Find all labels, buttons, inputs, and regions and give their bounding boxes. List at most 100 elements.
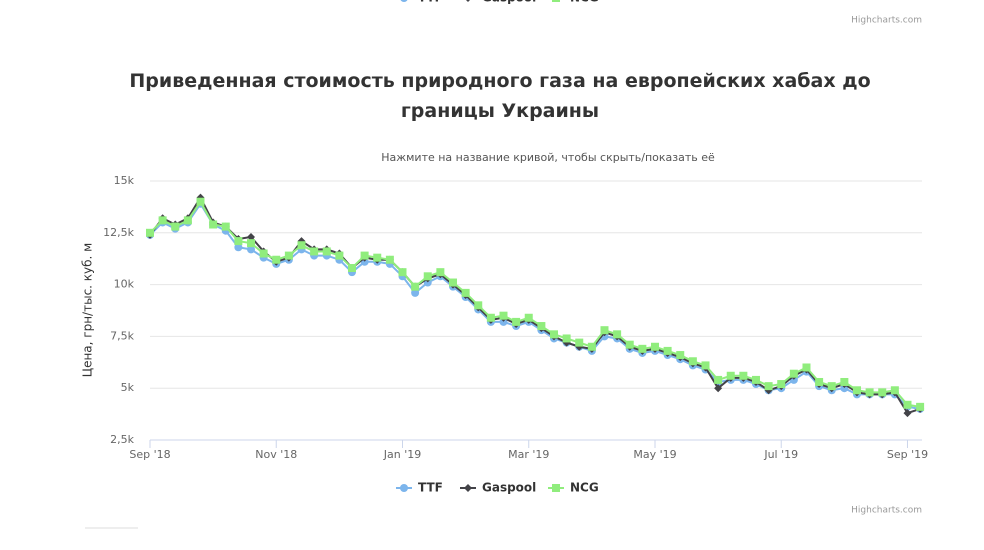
marker [209,220,218,229]
credits-top: Highcharts.com [851,16,922,26]
marker [878,388,887,397]
marker [448,278,457,287]
marker [865,388,874,397]
x-tick-label: Sep '18 [129,448,170,461]
marker [537,322,546,331]
marker [650,342,659,351]
marker [840,377,849,386]
marker [171,222,180,231]
marker [701,361,710,370]
marker [499,311,508,320]
marker [246,239,255,248]
marker [575,338,584,347]
marker [613,330,622,339]
marker [411,288,420,297]
legend-top-symbol [552,0,560,2]
marker [360,251,369,260]
series-line [149,201,921,410]
marker [676,351,685,360]
marker [246,245,255,254]
marker [297,241,306,250]
legend-top-item[interactable]: NCG [570,0,599,5]
marker [284,251,293,260]
chart-subtitle: Нажмите на название кривой, чтобы скрыть… [381,151,715,164]
y-tick-label: 10k [114,278,135,291]
marker [221,222,230,231]
marker [246,232,255,241]
marker [373,253,382,262]
legend-symbol [552,484,560,492]
y-axis-label: Цена, грн/тыс. куб. м [81,243,95,377]
marker [385,255,394,264]
marker [411,282,420,291]
marker [310,247,319,256]
marker [827,382,836,391]
marker [146,228,154,237]
legend-top-item[interactable]: Gaspool [482,0,536,5]
marker [714,375,723,384]
marker [474,301,483,310]
x-tick-label: Jan '19 [383,448,421,461]
marker [688,357,697,366]
marker [499,317,508,326]
y-tick-label: 15k [114,174,135,187]
x-tick-label: Sep '19 [887,448,928,461]
marker [726,371,735,380]
y-tick-label: 5k [121,381,135,394]
marker [852,386,861,395]
marker [272,255,281,264]
marker [524,313,533,322]
marker [158,216,167,225]
legend-symbol [464,484,472,492]
marker [815,377,824,386]
marker [322,247,331,256]
marker [600,326,609,335]
marker [802,363,811,372]
series-line [149,195,921,415]
y-tick-label: 12,5k [103,226,134,239]
marker [777,380,786,389]
legend-symbol [400,484,408,492]
marker [587,342,596,351]
marker [562,334,571,343]
x-tick-label: Mar '19 [508,448,549,461]
marker [234,237,243,246]
marker [903,400,912,409]
marker [512,317,521,326]
marker [739,371,748,380]
marker [423,272,432,281]
legend-item[interactable]: Gaspool [482,481,536,495]
marker [436,268,445,277]
marker [234,243,243,252]
marker [461,288,470,297]
marker [398,268,407,277]
marker [751,375,760,384]
legend-item[interactable]: TTF [418,481,443,495]
marker [625,340,634,349]
marker [916,402,925,411]
chart-title: Приведенная стоимость природного газа на… [129,70,871,122]
marker [486,313,495,322]
legend-top-item[interactable]: TTF [418,0,443,5]
y-tick-label: 7,5k [110,329,134,342]
y-tick-label: 2,5k [110,433,134,446]
marker [789,369,798,378]
marker [183,216,192,225]
x-tick-label: Jul '19 [763,448,798,461]
marker [714,384,723,393]
marker [663,346,672,355]
x-tick-label: Nov '18 [255,448,297,461]
credits: Highcharts.com [851,506,922,516]
marker [347,264,356,273]
x-tick-label: May '19 [633,448,676,461]
legend-top-symbol [400,0,408,2]
marker [196,197,205,206]
marker [259,249,268,258]
marker [638,344,647,353]
legend-item[interactable]: NCG [570,481,599,495]
marker [890,386,899,395]
legend-top-symbol [466,0,470,2]
marker [764,382,773,391]
